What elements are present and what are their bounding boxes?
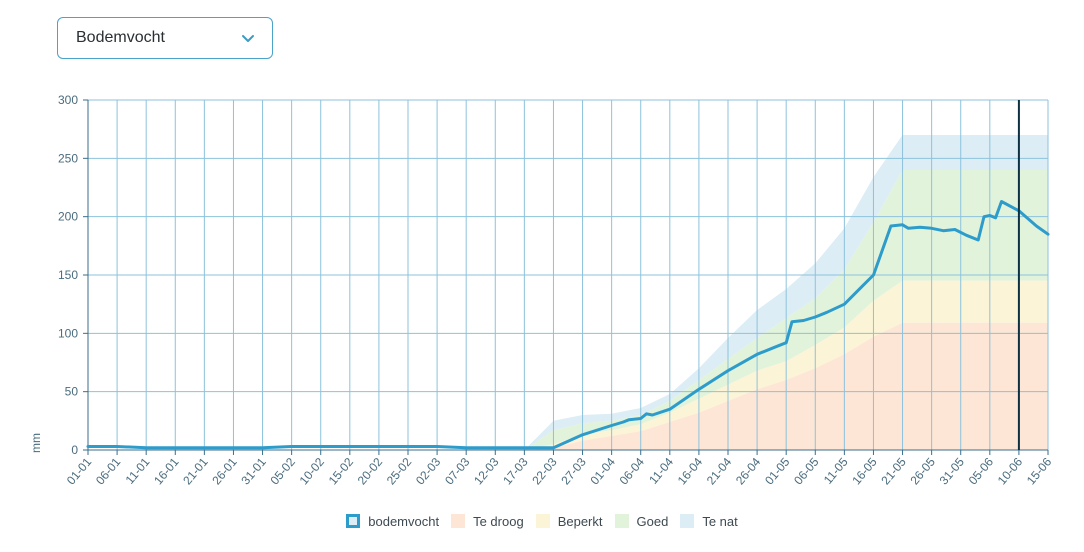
x-tick-label: 07-03 [442, 455, 473, 488]
x-tick-label: 10-06 [995, 455, 1026, 488]
legend-item-goed[interactable]: Goed [614, 513, 669, 529]
legend-label-bodemvocht: bodemvocht [368, 513, 440, 529]
y-tick-label: 300 [58, 93, 78, 107]
y-tick-label: 100 [58, 326, 78, 340]
legend-item-beperkt[interactable]: Beperkt [535, 513, 603, 529]
x-tick-label: 31-01 [238, 455, 269, 488]
x-tick-label: 26-04 [733, 455, 764, 488]
metric-dropdown[interactable]: Bodemvocht [57, 17, 273, 59]
band-te-nat [88, 135, 1048, 450]
series-line-bodemvocht [86, 200, 1050, 450]
x-tick-label: 17-03 [500, 455, 531, 488]
x-tick-label: 11-04 [646, 455, 676, 487]
x-tick-label: 21-01 [180, 455, 211, 488]
legend-label-te-droog: Te droog [473, 513, 524, 529]
x-tick-label: 01-05 [762, 455, 793, 488]
chevron-down-icon [240, 30, 256, 46]
legend-swatch-beperkt [535, 514, 550, 528]
x-tick-label: 01-01 [64, 455, 95, 488]
x-tick-label: 27-03 [558, 455, 589, 488]
x-tick-label: 21-05 [878, 455, 909, 488]
x-tick-label: 06-05 [791, 455, 822, 488]
y-tick-label: 50 [65, 385, 79, 399]
y-tick-label: 0 [71, 443, 78, 457]
x-tick-label: 16-04 [675, 455, 706, 488]
x-tick-label: 16-05 [849, 455, 880, 488]
metric-dropdown-value: Bodemvocht [76, 29, 165, 46]
x-tick-label: 25-02 [384, 455, 415, 488]
legend-label-goed: Goed [636, 513, 669, 529]
x-tick-label: 05-06 [966, 455, 997, 488]
legend-item-te-droog[interactable]: Te droog [451, 514, 524, 529]
y-axis-label: mm [29, 433, 43, 453]
x-tick-label: 20-02 [355, 455, 386, 488]
x-tick-label: 22-03 [529, 455, 560, 488]
x-tick-label: 21-04 [704, 455, 735, 488]
x-tick-label: 31-05 [937, 455, 968, 488]
legend-swatch-te-nat [680, 514, 695, 528]
x-tick-label: 16-01 [151, 455, 182, 488]
x-tick-label: 15-02 [326, 455, 357, 488]
legend-item-bodemvocht[interactable]: bodemvocht [346, 514, 439, 529]
chart-legend: bodemvocht Te droog Beperkt Goed Te nat [0, 510, 1084, 532]
legend-swatch-goed [614, 514, 629, 528]
legend-swatch-te-droog [451, 514, 466, 528]
band-te-droog [88, 322, 1048, 450]
legend-label-beperkt: Beperkt [557, 513, 603, 529]
legend-label-te-nat: Te nat [702, 513, 738, 529]
x-tick-label: 11-01 [123, 455, 153, 487]
y-tick-label: 150 [58, 268, 78, 282]
x-tick-label: 26-05 [907, 455, 938, 488]
x-tick-label: 26-01 [209, 455, 240, 488]
x-tick-label: 06-01 [93, 455, 124, 488]
x-tick-label: 11-05 [821, 455, 851, 487]
x-tick-label: 05-02 [267, 455, 298, 488]
x-tick-label: 01-04 [587, 455, 618, 488]
x-tick-label: 02-03 [413, 455, 444, 488]
legend-swatch-bodemvocht [346, 514, 361, 528]
band-beperkt [88, 280, 1048, 450]
x-tick-label: 06-04 [617, 455, 648, 488]
legend-item-te-nat[interactable]: Te nat [680, 513, 738, 529]
y-tick-label: 200 [58, 210, 78, 224]
x-tick-label: 10-02 [297, 455, 328, 488]
x-tick-label: 12-03 [471, 455, 502, 488]
band-goed [88, 170, 1048, 450]
x-tick-label: 15-06 [1024, 455, 1055, 488]
y-tick-label: 250 [58, 151, 78, 165]
